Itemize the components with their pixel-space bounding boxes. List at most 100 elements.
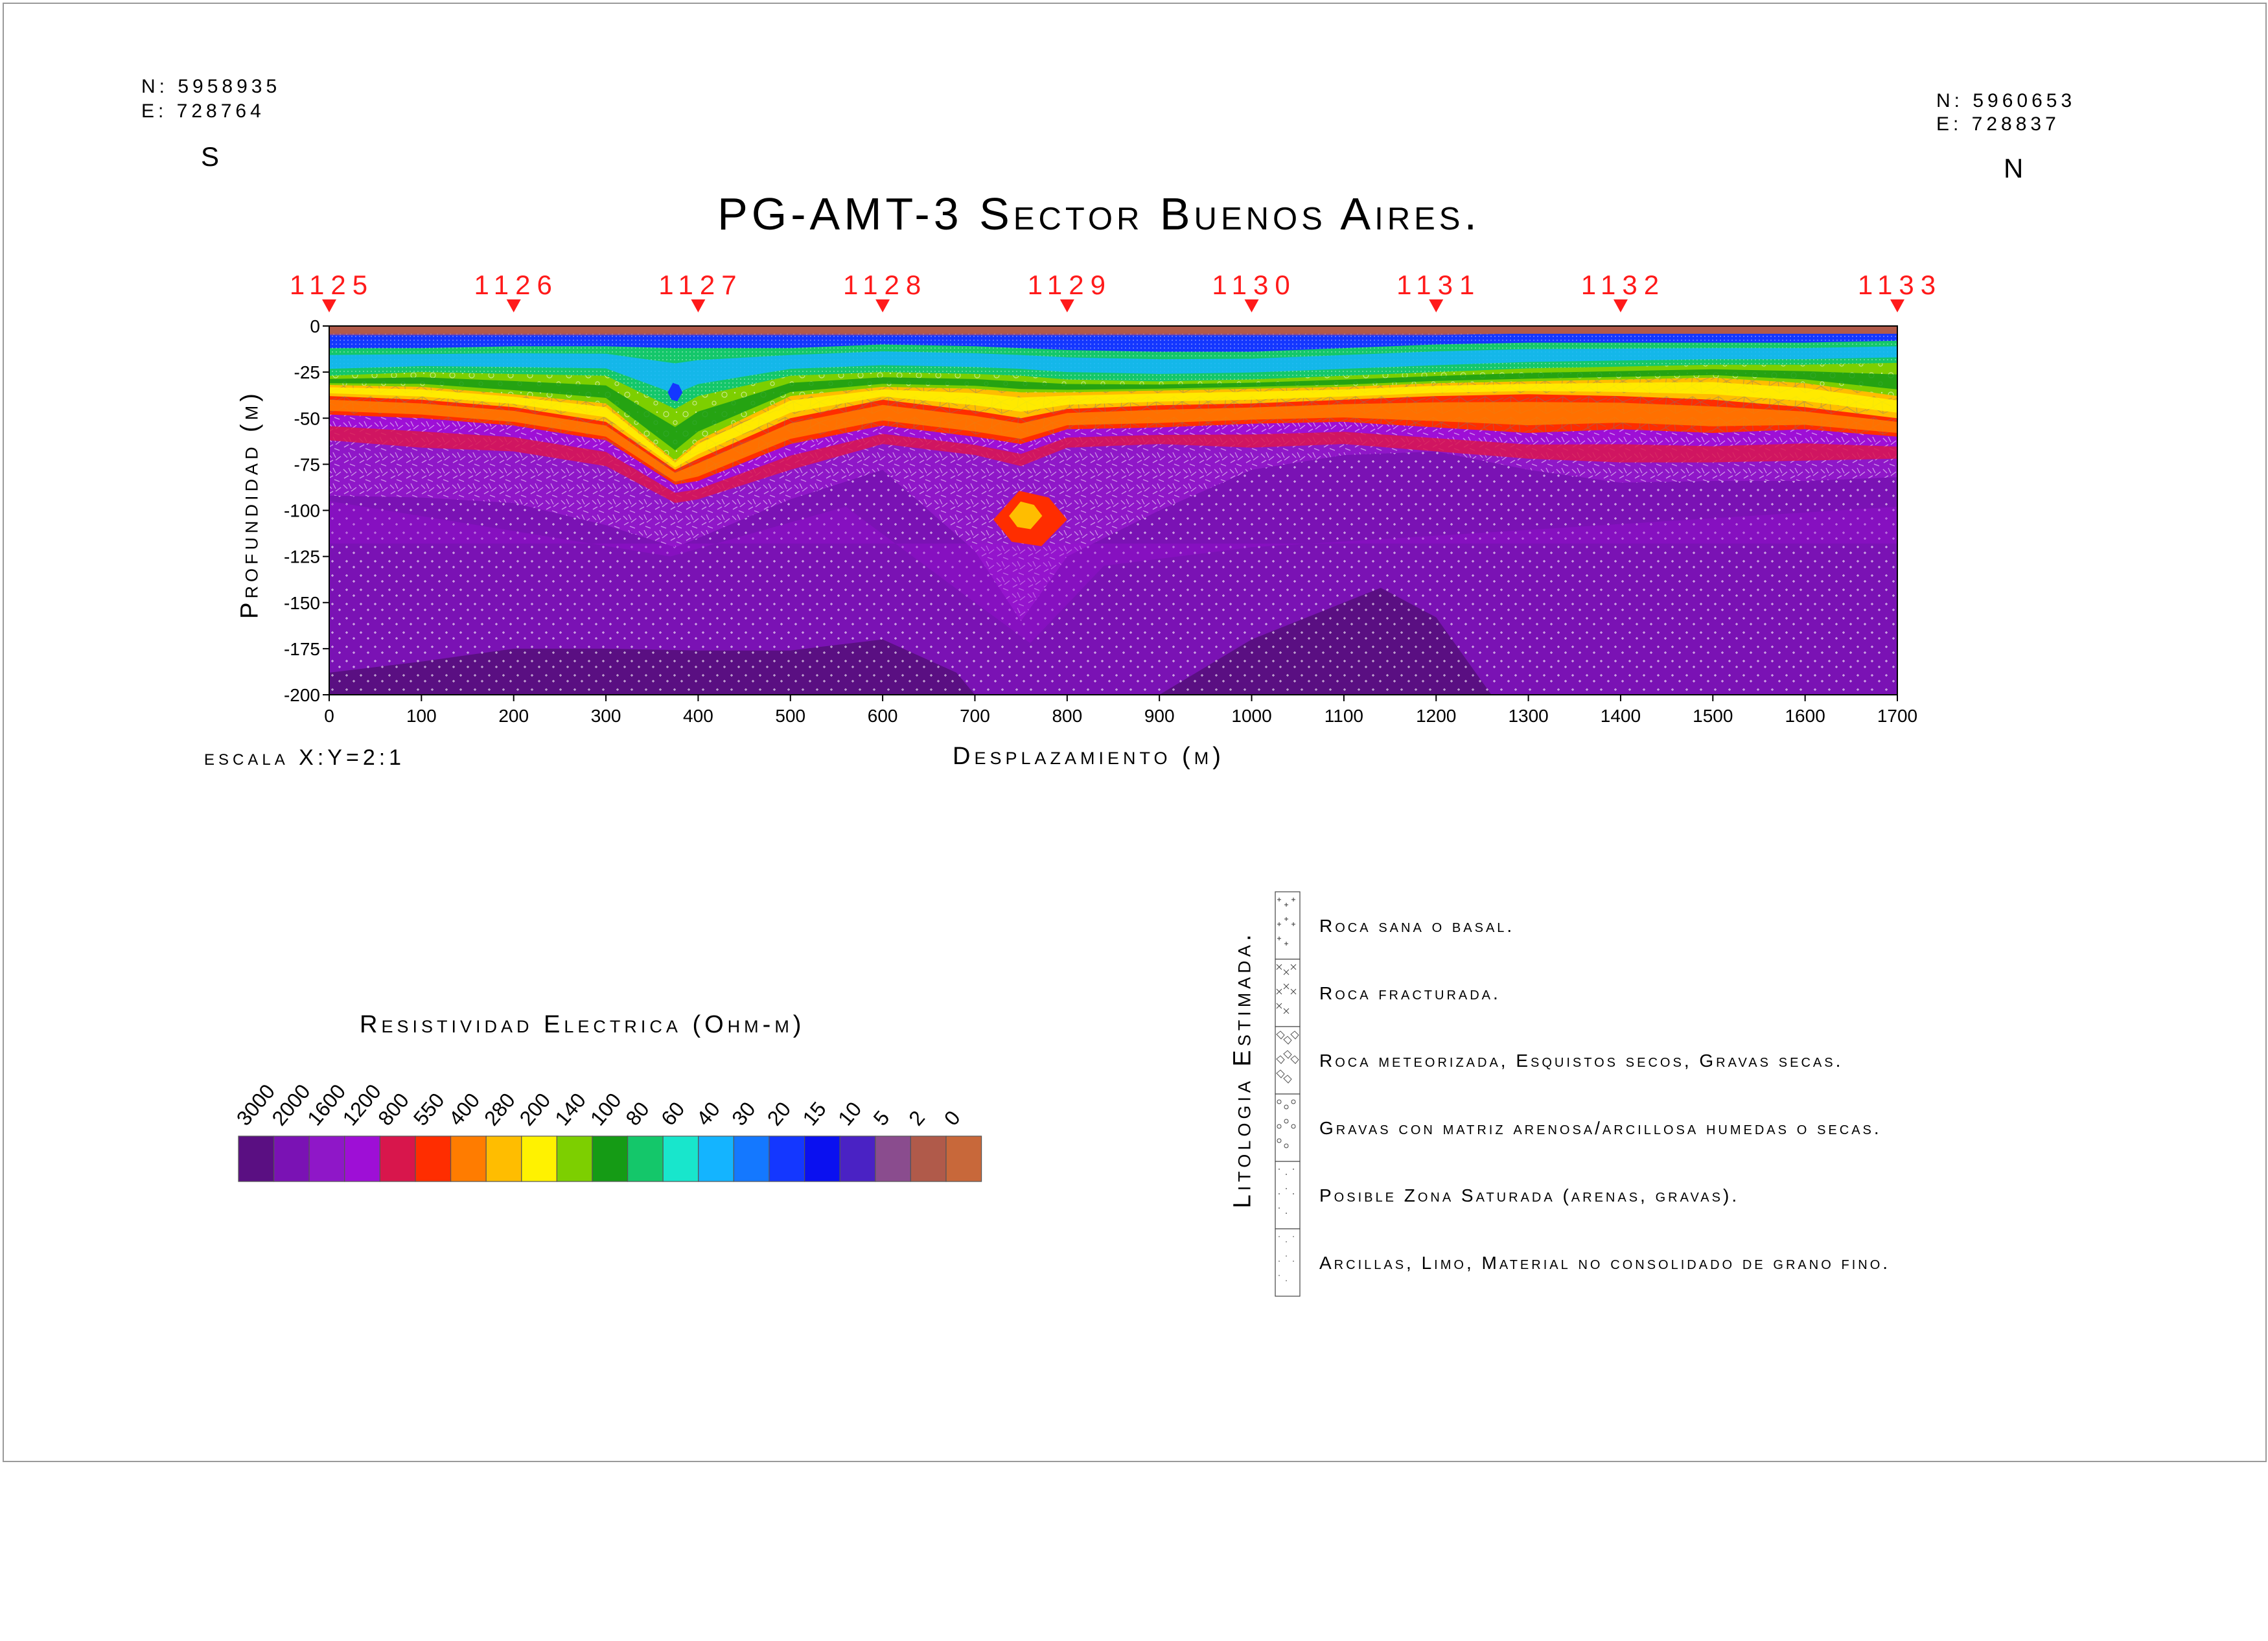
y-tick-label: -50: [294, 408, 320, 428]
x-tick-label: 200: [498, 706, 529, 726]
legend-swatch: [839, 1135, 876, 1182]
station-marker-icon: [875, 299, 890, 312]
legend-swatch-label: 60: [656, 1097, 689, 1130]
y-tick-label: -175: [284, 639, 320, 659]
legend-swatch: [485, 1135, 522, 1182]
y-axis-label: Profundidad (m): [236, 390, 264, 619]
legend-swatch: [379, 1135, 416, 1182]
end-northing: N: 5960653: [1936, 90, 2076, 111]
legend-swatch-label: 40: [692, 1097, 724, 1130]
legend-swatch: [662, 1135, 699, 1182]
legend-swatch: [804, 1135, 840, 1182]
legend-swatch: [238, 1135, 275, 1182]
legend-swatch: [698, 1135, 734, 1182]
x-tick-label: 800: [1052, 706, 1082, 726]
x-tick-label: 1400: [1601, 706, 1641, 726]
legend-swatch-label: 100: [586, 1088, 626, 1130]
legend-swatch-label: 1200: [338, 1080, 386, 1130]
lithology-title: Litologia Estimada.: [1229, 930, 1256, 1209]
resistivity-section-chart: 1125 1126 1127 1128 1129 1130 1131 1132 1133 0 10…: [284, 270, 1942, 726]
lithology-label: Arcillas, Limo, Material no consolidado …: [1319, 1253, 1890, 1273]
station-label: 1131: [1396, 270, 1481, 300]
legend-swatch-label: 200: [515, 1088, 555, 1130]
station-marker-icon: [506, 299, 521, 312]
resistivity-band: [329, 382, 1897, 468]
x-tick-label: 1200: [1416, 706, 1456, 726]
legend-swatch: [875, 1135, 911, 1182]
resistivity-band: [329, 346, 1897, 394]
lithology-label: Posible Zona Saturada (arenas, gravas).: [1319, 1185, 1739, 1205]
legend-swatch-label: 30: [727, 1097, 759, 1130]
legend-swatch-label: 2: [904, 1106, 929, 1130]
station-marker-icon: [1244, 299, 1259, 312]
lithology-swatch: [1275, 1093, 1301, 1162]
y-tick-label: -125: [284, 547, 320, 567]
station-label: 1127: [658, 270, 743, 300]
y-tick-label: -100: [284, 501, 320, 521]
lithology-legend: Roca sana o basal. Roca fracturada. Roca m…: [1275, 891, 1890, 1297]
legend-swatch-label: 20: [763, 1097, 795, 1130]
legend-swatch-label: 2000: [267, 1080, 314, 1130]
station-marker-icon: [1429, 299, 1444, 312]
start-direction: S: [201, 141, 220, 172]
start-easting: E: 728764: [141, 100, 265, 122]
legend-swatch: [521, 1135, 557, 1182]
resistivity-band: [329, 369, 1897, 450]
x-tick-label: 500: [775, 706, 805, 726]
legend-swatch-label: 5: [869, 1106, 894, 1130]
x-tick-label: 600: [868, 706, 898, 726]
resistivity-band: [329, 426, 1897, 504]
legend-swatch-label: 400: [444, 1088, 484, 1130]
station-label: 1125: [290, 270, 374, 300]
legend-swatch: [308, 1135, 345, 1182]
station-marker-icon: [1613, 299, 1628, 312]
transition-zone: [329, 501, 1897, 644]
surface-layer: [329, 326, 1897, 334]
station-label: 1133: [1858, 270, 1942, 300]
legend-swatch: [592, 1135, 629, 1182]
resistivity-anomaly: [667, 382, 683, 402]
chart-title: PG-AMT-3 Sector Buenos Aires.: [717, 189, 1481, 239]
y-tick-label: -75: [294, 454, 320, 474]
y-tick-label: -25: [294, 362, 320, 382]
legend-swatch: [769, 1135, 805, 1182]
x-tick-label: 900: [1144, 706, 1175, 726]
end-direction: N: [2004, 153, 2024, 183]
map-sheet-border: [3, 3, 2267, 1462]
station-marker-icon: [322, 299, 336, 312]
station-marker-icon: [691, 299, 706, 312]
legend-swatch-label: 140: [550, 1088, 590, 1130]
x-tick-label: 1600: [1785, 706, 1825, 726]
bedrock-texture: [329, 451, 1897, 695]
legend-swatch: [627, 1135, 664, 1182]
legend-swatch-label: 1600: [303, 1080, 350, 1130]
legend-swatch-label: 80: [621, 1097, 653, 1130]
station-marker-icon: [1059, 299, 1074, 312]
x-axis-label: Desplazamiento (m): [953, 743, 1225, 770]
legend-swatch-label: 10: [833, 1097, 866, 1130]
x-tick-label: 100: [406, 706, 437, 726]
legend-swatch: [415, 1135, 452, 1182]
x-tick-label: 0: [324, 706, 334, 726]
legend-swatch-label: 550: [409, 1088, 449, 1130]
lithology-label: Roca sana o basal.: [1319, 916, 1514, 936]
end-easting: E: 728837: [1936, 113, 2060, 135]
legend-swatch: [273, 1135, 310, 1182]
legend-swatch-label: 280: [480, 1088, 520, 1130]
station-label: 1128: [843, 270, 927, 300]
station-label: 1129: [1028, 270, 1112, 300]
legend-swatch: [344, 1135, 381, 1182]
lithology-label: Roca fracturada.: [1319, 983, 1501, 1003]
x-tick-label: 1500: [1693, 706, 1733, 726]
legend-swatch-label: 15: [798, 1097, 830, 1130]
x-tick-label: 700: [960, 706, 990, 726]
y-tick-label: 0: [310, 316, 320, 336]
lithology-swatch: [1275, 1161, 1301, 1229]
legend-swatch: [450, 1135, 487, 1182]
x-tick-label: 1700: [1877, 706, 1917, 726]
scale-note: escala X:Y=2:1: [204, 745, 406, 770]
station-label: 1132: [1581, 270, 1665, 300]
lithology-label: Gravas con matriz arenosa/arcillosa hume…: [1319, 1118, 1882, 1138]
legend-swatch-label: 0: [940, 1106, 965, 1130]
